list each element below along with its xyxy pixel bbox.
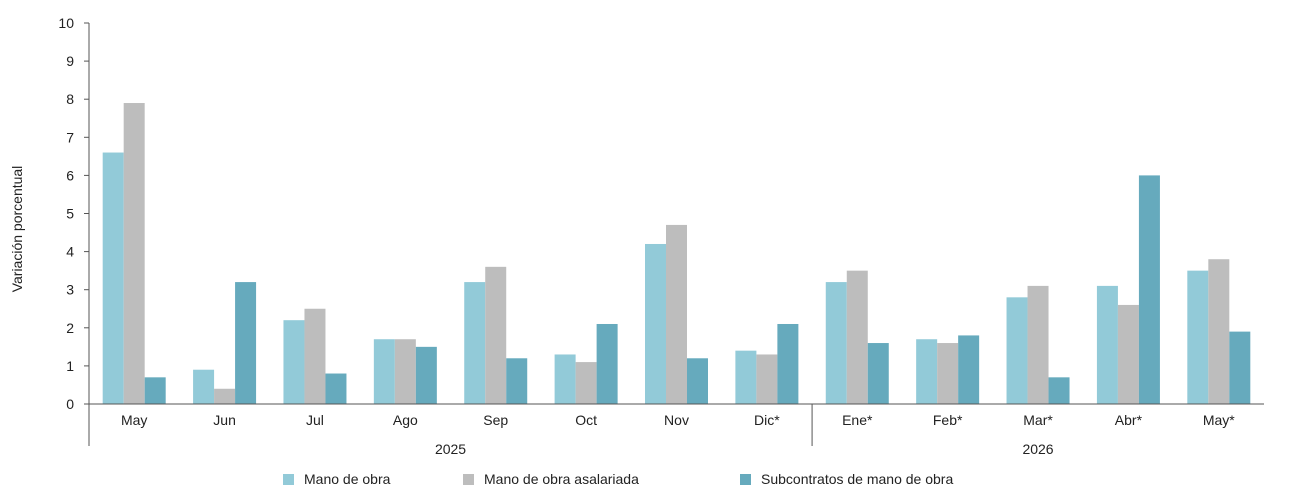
x-tick-label: Ago [393,412,418,428]
bar [235,282,257,404]
x-tick-label: Jun [213,412,236,428]
x-tick-label: Jul [306,412,324,428]
y-tick-label: 0 [66,396,74,412]
y-tick-label: 1 [66,358,74,374]
legend-swatch [283,474,294,485]
bar [325,373,347,404]
legend-swatch [740,474,751,485]
bar [102,152,124,404]
y-tick-label: 5 [66,206,74,222]
legend: Mano de obra Mano de obra asalariada Subco… [283,471,953,486]
x-tick-label: May [121,412,147,428]
bar [735,350,757,404]
bar [554,354,576,404]
bar [596,323,618,404]
y-tick-label: 10 [58,15,74,31]
y-tick-label: 2 [66,320,74,336]
bar [575,362,597,404]
x-tick-label: Mar* [1023,412,1053,428]
y-tick-label: 9 [66,53,74,69]
y-tick-label: 8 [66,91,74,107]
bar [666,224,687,404]
legend-label: Mano de obra [304,471,391,486]
bar [283,320,305,404]
x-tick-label: Sep [483,412,508,428]
bar [756,354,778,404]
bar [1229,331,1251,404]
x-tick-label: Abr* [1115,412,1143,428]
x-tick-label: Ene* [842,412,873,428]
y-tick-label: 3 [66,282,74,298]
y-tick-label: 4 [66,244,74,260]
bar [415,346,437,404]
bar [1187,270,1209,404]
bar [485,266,507,404]
bar [1006,297,1028,404]
x-tick-label: Oct [575,412,597,428]
bar [1138,175,1160,404]
bar [373,339,395,404]
x-tick-label: Dic* [754,412,780,428]
bar [867,343,889,404]
bar [916,339,938,404]
y-tick-label: 7 [66,129,74,145]
bar [777,323,799,404]
bar [937,343,959,404]
bar [846,270,868,404]
bar [193,369,215,404]
x-tick-label: Feb* [933,412,963,428]
bar [1117,304,1139,404]
y-axis-label: Variación porcentual [9,166,25,293]
bar [304,308,326,404]
bar [506,358,528,404]
plot-area: 0 1 2 3 4 5 6 7 8 9 10 May Jun Jul Ago Sep Oct Nov Dic* Ene… [58,15,1264,457]
legend-swatch [463,474,474,485]
x-group-label: 2025 [435,441,466,457]
bar [464,282,486,404]
bar [1096,285,1118,404]
legend-label: Subcontratos de mano de obra [761,471,953,486]
x-tick-label: May* [1203,412,1235,428]
legend-label: Mano de obra asalariada [484,471,639,486]
bar [687,358,708,404]
bar [214,388,236,404]
bar [123,103,145,404]
bar [645,243,666,404]
bar [1208,259,1230,404]
bar [1048,377,1070,404]
x-group-label: 2026 [1022,441,1053,457]
y-tick-label: 6 [66,167,74,183]
bar [394,339,416,404]
bar [144,377,166,404]
bar [1027,285,1049,404]
bar [958,335,980,404]
x-tick-label: Nov [664,412,689,428]
bar [825,282,847,404]
